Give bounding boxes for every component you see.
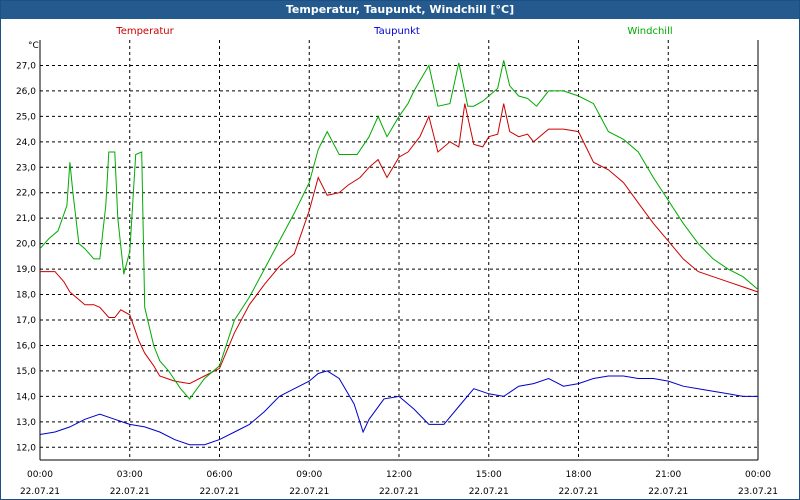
y-tick-label: 26,0 — [16, 87, 36, 97]
x-tick-date-label: 22.07.21 — [110, 487, 150, 497]
y-tick-label: 23,0 — [16, 163, 36, 173]
x-tick-time-label: 21:00 — [655, 470, 681, 480]
x-tick-time-label: 03:00 — [117, 470, 143, 480]
y-tick-label: 21,0 — [16, 214, 36, 224]
x-tick-time-label: 09:00 — [296, 470, 322, 480]
x-tick-date-label: 22.07.21 — [558, 487, 598, 497]
x-tick-time-label: 00:00 — [745, 470, 771, 480]
y-tick-label: 22,0 — [16, 189, 36, 199]
series-line-temperatur — [40, 103, 759, 385]
y-tick-label: 16,0 — [16, 341, 36, 351]
x-tick-time-label: 06:00 — [207, 470, 233, 480]
series-line-windchill — [39, 60, 759, 400]
x-tick-date-label: 22.07.21 — [469, 487, 509, 497]
y-axis-unit-label: °C — [28, 41, 39, 51]
x-tick-date-label: 23.07.21 — [738, 487, 778, 497]
legend-temperatur: Temperatur — [115, 26, 174, 37]
y-tick-label: 25,0 — [16, 112, 36, 122]
y-tick-label: 24,0 — [16, 138, 36, 148]
y-tick-label: 15,0 — [16, 367, 36, 377]
x-tick-time-label: 00:00 — [27, 470, 53, 480]
x-tick-time-label: 15:00 — [476, 470, 502, 480]
x-tick-date-label: 22.07.21 — [199, 487, 239, 497]
series-line-taupunkt — [39, 370, 758, 446]
x-tick-time-label: 12:00 — [386, 470, 412, 480]
legend-taupunkt: Taupunkt — [373, 26, 420, 37]
x-tick-date-label: 22.07.21 — [379, 487, 419, 497]
x-tick-date-label: 22.07.21 — [289, 487, 329, 497]
y-tick-label: 18,0 — [16, 291, 36, 301]
window-title: Temperatur, Taupunkt, Windchill [°C] — [1, 1, 799, 19]
y-tick-label: 27,0 — [16, 61, 36, 71]
x-tick-date-label: 22.07.21 — [20, 487, 60, 497]
y-tick-label: 12,0 — [16, 443, 36, 453]
x-tick-date-label: 22.07.21 — [648, 487, 688, 497]
y-tick-label: 17,0 — [16, 316, 36, 326]
y-tick-label: 14,0 — [16, 392, 36, 402]
legend-windchill: Windchill — [627, 26, 672, 37]
x-tick-time-label: 18:00 — [566, 470, 592, 480]
y-tick-label: 13,0 — [16, 418, 36, 428]
y-tick-label: 19,0 — [16, 265, 36, 275]
y-tick-label: 20,0 — [16, 240, 36, 250]
